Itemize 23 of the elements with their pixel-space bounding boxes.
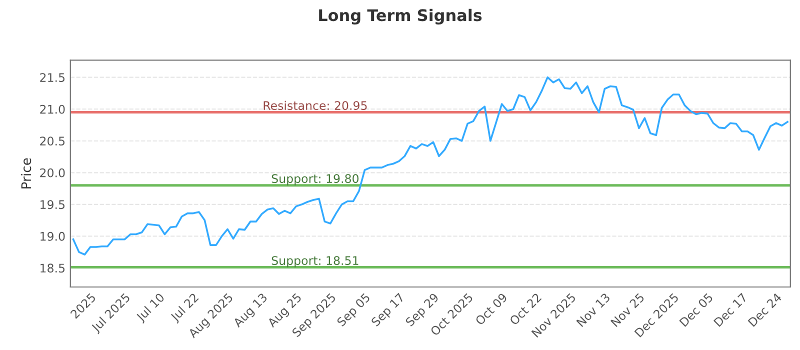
line-series [72, 76, 788, 256]
x-tick-label: Jul 22 [169, 292, 200, 324]
x-tick-label: Dec 05 [679, 292, 714, 327]
ref-line-label: Support: 18.51 [272, 256, 358, 268]
x-tick-label: Oct 09 [474, 292, 508, 326]
chart-title: Long Term Signals [319, 8, 482, 24]
x-tick-label: Dec 17 [713, 292, 748, 327]
x-tick-label: Oct 22 [509, 292, 542, 326]
y-tick-label: 20.5 [40, 136, 65, 146]
y-tick-label: 19.5 [40, 200, 65, 210]
y-tick-label: 21.0 [40, 104, 65, 114]
x-tick-label: Jul 10 [135, 292, 166, 324]
x-tick-label: Sep 17 [370, 292, 406, 328]
y-axis-title: Price [20, 158, 32, 188]
y-tick-label: 21.5 [40, 73, 65, 82]
y-tick-label: 20.0 [40, 168, 65, 178]
y-tick-label: 19.0 [40, 232, 65, 241]
x-tick-label: Sep 05 [336, 292, 372, 328]
ref-line-label: Support: 19.80 [272, 174, 359, 186]
y-tick-label: 18.5 [40, 264, 65, 273]
x-tick-label: Nov 13 [576, 292, 610, 328]
ref-line-label: Resistance: 20.95 [264, 100, 367, 110]
x-tick-label: Dec 24 [748, 292, 782, 327]
